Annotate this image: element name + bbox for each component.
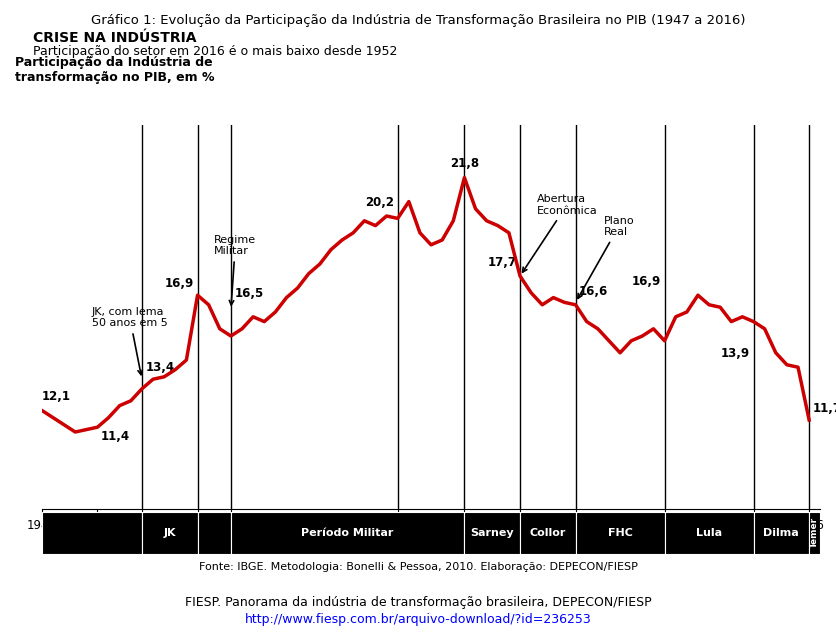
Text: 12,1: 12,1 [42,390,71,403]
Text: CRISE NA INDÚSTRIA: CRISE NA INDÚSTRIA [33,31,196,45]
Bar [42,512,142,554]
Bar [808,512,819,554]
Text: Participação da Indústria de
transformação no PIB, em %: Participação da Indústria de transformaç… [14,56,214,84]
Text: Período Militar: Período Militar [301,528,394,538]
Text: Collor: Collor [529,528,565,538]
Text: Sarney: Sarney [470,528,513,538]
Text: Regime
Militar: Regime Militar [214,235,256,305]
Text: 16,9: 16,9 [631,275,660,288]
Text: Lula: Lula [696,528,721,538]
Text: 16,6: 16,6 [579,285,608,298]
Text: Fonte: IBGE. Metodologia: Bonelli & Pessoa, 2010. Elaboração: DEPECON/FIESP: Fonte: IBGE. Metodologia: Bonelli & Pess… [199,562,637,572]
Text: 11,7: 11,7 [812,402,836,415]
Text: 13,4: 13,4 [145,362,174,374]
Text: 17,7: 17,7 [487,256,516,269]
Bar [575,512,664,554]
Bar [231,512,464,554]
Bar [464,512,519,554]
Text: Plano
Real: Plano Real [577,216,634,298]
Text: 11,4: 11,4 [100,429,130,443]
Text: FHC: FHC [607,528,632,538]
Bar [752,512,808,554]
Text: 16,5: 16,5 [234,287,263,300]
Text: 13,9: 13,9 [721,347,749,360]
Text: Temer: Temer [809,517,818,548]
Text: 16,9: 16,9 [165,277,194,291]
Text: FIESP. Panorama da indústria de transformação brasileira, DEPECON/FIESP: FIESP. Panorama da indústria de transfor… [185,596,651,609]
Text: JK, com lema
50 anos em 5: JK, com lema 50 anos em 5 [92,307,167,374]
Bar [197,512,231,554]
Text: http://www.fiesp.com.br/arquivo-download/?id=236253: http://www.fiesp.com.br/arquivo-download… [245,613,591,626]
Text: Abertura
Econômica: Abertura Econômica [522,194,597,272]
Text: 20,2: 20,2 [365,196,394,209]
Text: JK: JK [163,528,176,538]
Bar [142,512,197,554]
Text: Participação do setor em 2016 é o mais baixo desde 1952: Participação do setor em 2016 é o mais b… [33,45,397,58]
Bar [519,512,575,554]
Text: Dilma: Dilma [762,528,798,538]
Text: Gráfico 1: Evolução da Participação da Indústria de Transformação Brasileira no : Gráfico 1: Evolução da Participação da I… [91,14,745,27]
Text: 21,8: 21,8 [449,157,478,170]
Bar [664,512,752,554]
